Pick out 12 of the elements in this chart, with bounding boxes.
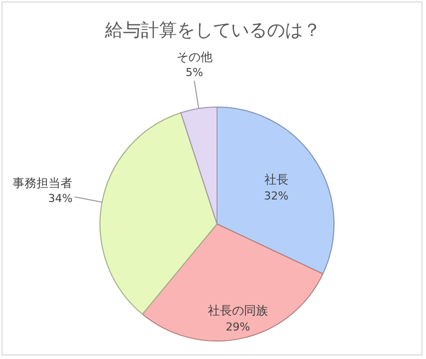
data-label: 29%: [226, 320, 250, 334]
chart-title: 給与計算をしているのは？: [104, 20, 321, 41]
data-label: 5%: [186, 66, 204, 79]
slice-label: 社長: [264, 172, 288, 186]
slice-label: 事務担当者: [12, 176, 73, 190]
pie-slice: [216, 106, 334, 274]
pie-slice: [142, 224, 324, 342]
slice-label: 社長の同族: [208, 304, 268, 318]
pie-slice: [180, 106, 218, 224]
data-label: 32%: [264, 189, 288, 202]
data-label: 34%: [48, 192, 73, 205]
slice-label: その他: [176, 50, 212, 64]
